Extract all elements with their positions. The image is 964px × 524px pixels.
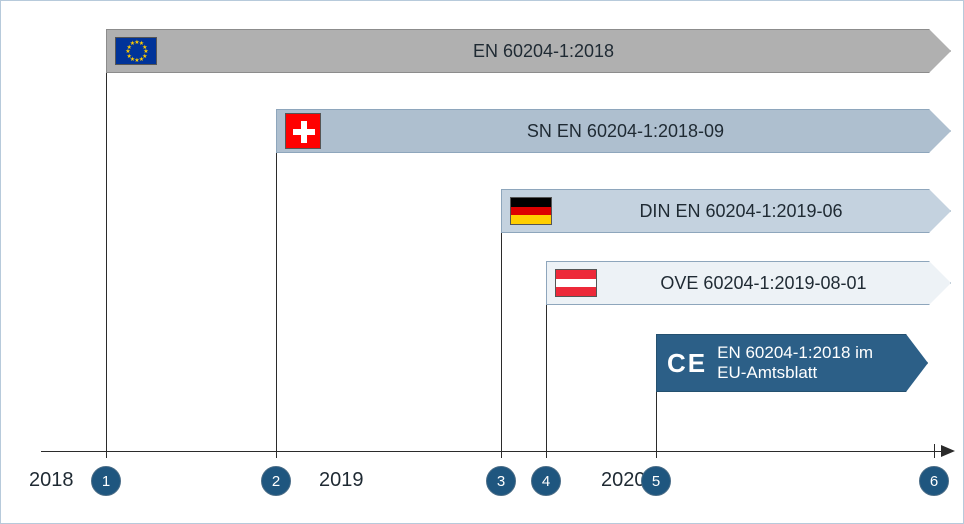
timeline-axis	[41, 451, 941, 452]
drop-line	[546, 305, 547, 451]
standard-label: DIN EN 60204-1:2019-06	[552, 201, 950, 222]
timeline-diagram: ★★★★★★★★★★★★EN 60204-1:2018 SN EN 60204-1…	[0, 0, 964, 524]
eu-flag-icon: ★★★★★★★★★★★★	[115, 37, 157, 65]
axis-tick	[934, 444, 935, 458]
standard-bar-eu: ★★★★★★★★★★★★EN 60204-1:2018	[106, 29, 951, 73]
year-label: 2018	[29, 469, 74, 492]
switzerland-flag-icon	[285, 113, 321, 149]
standard-label: OVE 60204-1:2019-08-01	[597, 273, 950, 294]
ce-mark-icon: CE	[667, 348, 707, 379]
year-label: 2019	[319, 469, 364, 492]
austria-flag-icon	[555, 269, 597, 297]
axis-tick	[106, 444, 107, 458]
axis-arrow-icon	[941, 445, 955, 457]
standard-bar-de: DIN EN 60204-1:2019-06	[501, 189, 951, 233]
event-marker-5: 5	[641, 466, 671, 496]
axis-tick	[276, 444, 277, 458]
event-marker-6: 6	[919, 466, 949, 496]
standard-bar-ce: CEEN 60204-1:2018 im EU-Amtsblatt	[656, 334, 928, 392]
standard-bar-at: OVE 60204-1:2019-08-01	[546, 261, 951, 305]
event-marker-2: 2	[261, 466, 291, 496]
drop-line	[276, 153, 277, 451]
standard-label: SN EN 60204-1:2018-09	[321, 121, 950, 142]
drop-line	[656, 392, 657, 451]
drop-line	[106, 73, 107, 451]
year-label: 2020	[601, 469, 646, 492]
standard-bar-ch: SN EN 60204-1:2018-09	[276, 109, 951, 153]
axis-tick	[546, 444, 547, 458]
germany-flag-icon	[510, 197, 552, 225]
standard-label: EN 60204-1:2018	[157, 41, 950, 62]
axis-tick	[656, 444, 657, 458]
drop-line	[501, 233, 502, 451]
event-marker-4: 4	[531, 466, 561, 496]
event-marker-1: 1	[91, 466, 121, 496]
axis-tick	[501, 444, 502, 458]
event-marker-3: 3	[486, 466, 516, 496]
standard-label: EN 60204-1:2018 im EU-Amtsblatt	[707, 343, 927, 384]
